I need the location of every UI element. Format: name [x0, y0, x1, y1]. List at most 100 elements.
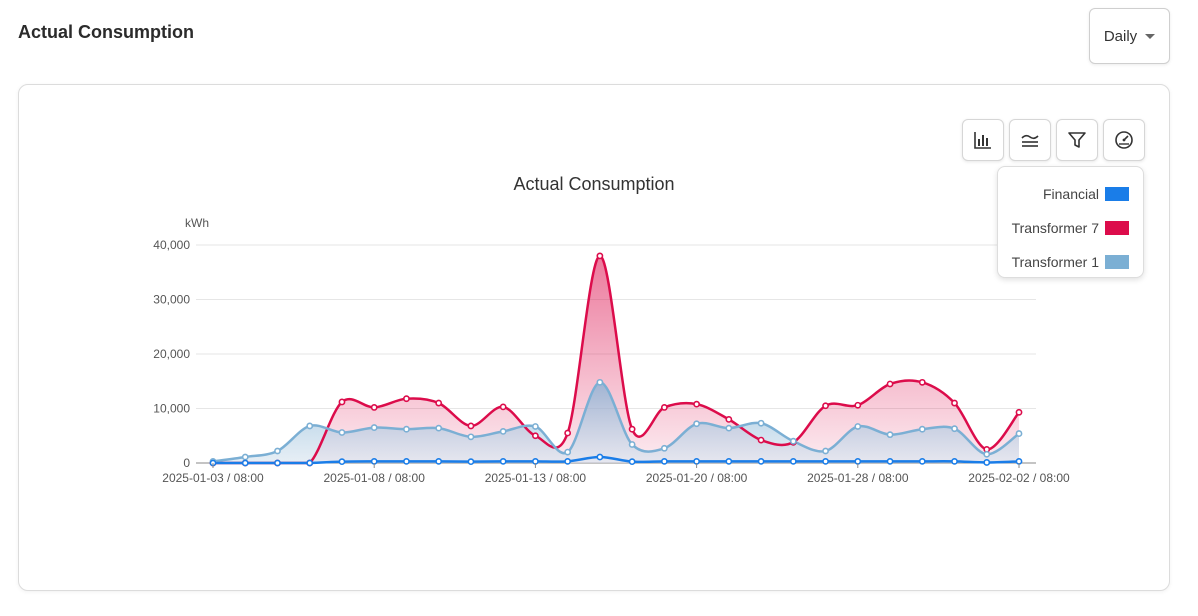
data-point-transformer-1 — [725, 424, 733, 432]
data-point-transformer-1 — [693, 420, 700, 428]
data-point-financial — [274, 459, 281, 467]
page-title: Actual Consumption — [18, 22, 194, 42]
x-tick-label: 2025-01-08 / 08:00 — [323, 471, 425, 485]
y-tick-label: 20,000 — [153, 347, 190, 361]
data-point-transformer-1 — [789, 437, 797, 445]
data-point-transformer-7 — [532, 432, 539, 440]
data-point-financial — [435, 457, 443, 465]
data-point-transformer-7 — [854, 401, 862, 409]
legend-label: Transformer 7 — [1011, 220, 1099, 236]
y-tick-label: 0 — [183, 456, 190, 470]
data-point-financial — [918, 457, 926, 465]
data-point-transformer-7 — [757, 436, 765, 444]
data-point-transformer-1 — [983, 450, 991, 458]
data-point-transformer-1 — [532, 423, 539, 430]
series-area-transformer-7 — [213, 255, 1019, 463]
data-point-financial — [983, 459, 991, 466]
series-area-transformer-1 — [213, 382, 1019, 463]
series-line-transformer-1 — [212, 381, 1020, 463]
bar-chart-button[interactable] — [962, 119, 1004, 161]
y-tick-label: 10,000 — [153, 402, 190, 416]
data-point-transformer-7 — [693, 400, 700, 408]
data-point-transformer-7 — [725, 415, 733, 423]
data-point-financial — [660, 457, 668, 465]
period-dropdown[interactable]: Daily — [1089, 8, 1170, 64]
data-point-transformer-7 — [338, 398, 346, 406]
data-point-financial — [338, 458, 346, 466]
data-point-financial — [467, 458, 475, 466]
data-point-transformer-1 — [660, 444, 668, 452]
data-point-transformer-7 — [628, 425, 636, 433]
filter-button[interactable] — [1056, 119, 1098, 161]
data-point-financial — [725, 457, 733, 465]
data-point-transformer-1 — [435, 424, 443, 432]
legend-item[interactable]: Transformer 7 — [998, 211, 1129, 245]
data-point-transformer-7 — [822, 402, 829, 410]
data-point-transformer-1 — [306, 422, 314, 430]
data-point-transformer-7 — [951, 399, 958, 407]
series-line-transformer-7 — [213, 254, 1020, 465]
chevron-down-icon — [1145, 33, 1156, 39]
data-point-transformer-7 — [886, 380, 894, 388]
data-point-transformer-1 — [628, 441, 636, 448]
data-point-financial — [241, 459, 249, 467]
data-point-financial — [628, 458, 636, 466]
gauge-icon — [1115, 131, 1133, 149]
legend-item[interactable]: Financial — [998, 177, 1129, 211]
data-point-financial — [886, 457, 894, 465]
gauge-button[interactable] — [1103, 119, 1145, 161]
x-tick-label: 2025-01-20 / 08:00 — [646, 471, 748, 485]
data-point-transformer-7 — [564, 429, 572, 437]
data-point-transformer-1 — [918, 425, 926, 433]
data-point-financial — [564, 457, 572, 465]
data-point-transformer-1 — [1015, 430, 1023, 437]
data-point-transformer-1 — [564, 448, 572, 456]
y-axis-label: kWh — [185, 216, 209, 230]
y-tick-label: 30,000 — [153, 293, 190, 307]
data-point-transformer-7 — [660, 404, 668, 411]
stacked-lines-icon — [1021, 134, 1039, 147]
data-point-financial — [306, 459, 314, 467]
data-point-transformer-7 — [596, 252, 604, 260]
data-point-transformer-7 — [403, 395, 410, 403]
data-point-transformer-1 — [274, 447, 281, 455]
bar-chart-icon — [974, 132, 991, 149]
data-point-financial — [951, 457, 958, 465]
legend-item[interactable]: Transformer 1 — [998, 245, 1129, 279]
data-point-transformer-1 — [822, 447, 829, 455]
data-point-transformer-7 — [499, 403, 507, 411]
data-point-transformer-1 — [886, 431, 894, 439]
y-tick-label: 40,000 — [153, 238, 190, 252]
data-point-transformer-7 — [370, 404, 378, 411]
x-tick-label: 2025-01-03 / 08:00 — [162, 471, 264, 485]
chart-legend: Financial Transformer 7 Transformer 1 — [997, 166, 1144, 278]
x-tick-label: 2025-01-28 / 08:00 — [807, 471, 909, 485]
data-point-transformer-1 — [338, 429, 346, 436]
period-dropdown-value: Daily — [1103, 27, 1138, 45]
legend-swatch — [1105, 187, 1129, 201]
data-point-transformer-7 — [918, 378, 926, 386]
legend-label: Transformer 1 — [1011, 254, 1099, 270]
legend-label: Financial — [1042, 186, 1099, 202]
data-point-transformer-1 — [951, 425, 958, 433]
data-point-transformer-1 — [854, 423, 862, 430]
data-point-transformer-1 — [370, 424, 378, 431]
data-point-transformer-1 — [403, 425, 410, 433]
chart-title: Actual Consumption — [513, 174, 674, 194]
data-point-transformer-7 — [467, 422, 475, 430]
data-point-financial — [403, 457, 410, 465]
data-point-transformer-7 — [435, 399, 443, 407]
filter-icon — [1068, 132, 1086, 148]
data-point-transformer-7 — [1015, 408, 1023, 416]
legend-swatch — [1105, 221, 1129, 235]
stacked-lines-button[interactable] — [1009, 119, 1051, 161]
data-point-financial — [757, 457, 765, 465]
data-point-transformer-1 — [467, 433, 475, 441]
data-point-financial — [596, 453, 604, 461]
data-point-transformer-1 — [499, 427, 507, 435]
data-point-transformer-1 — [757, 419, 765, 427]
data-point-financial — [789, 457, 797, 465]
data-point-transformer-1 — [596, 378, 604, 386]
data-point-transformer-1 — [241, 453, 249, 461]
